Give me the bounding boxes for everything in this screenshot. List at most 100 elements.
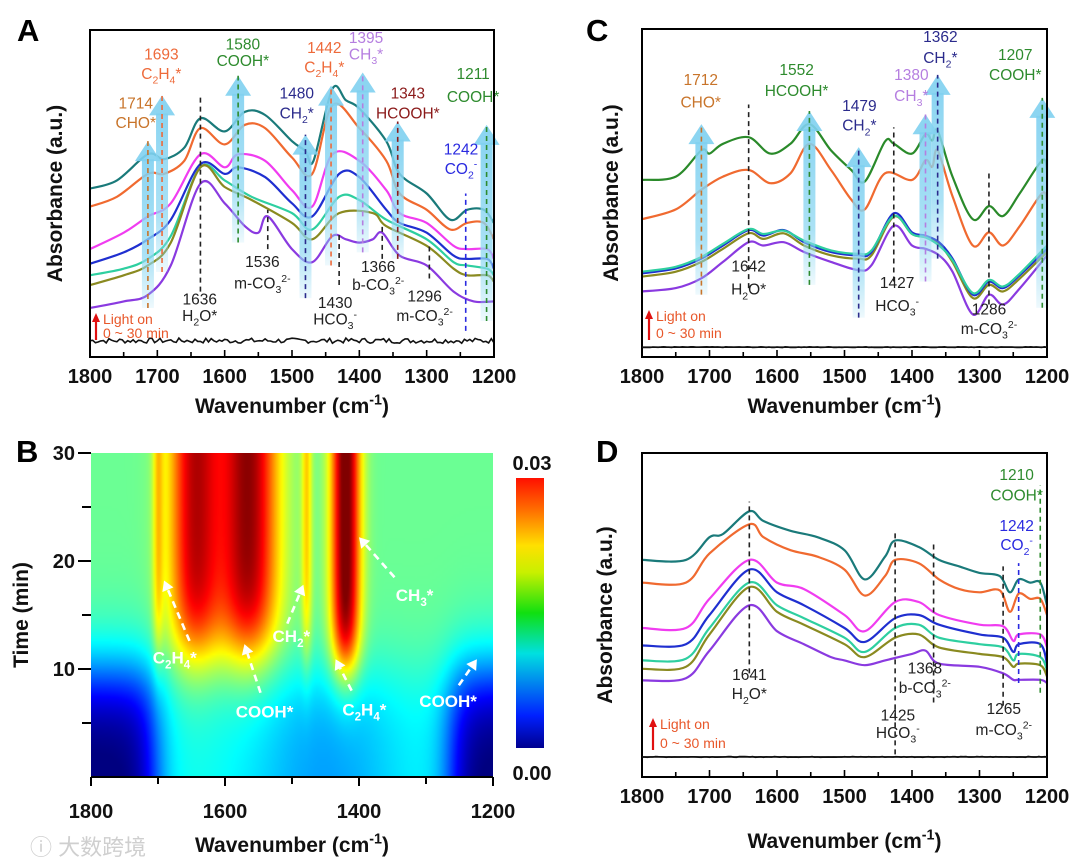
peak-species-label: CH3* bbox=[894, 88, 928, 109]
arrow-shaft bbox=[325, 103, 338, 266]
peak-wavenumber-label: 1480 bbox=[279, 86, 314, 103]
x-tick-label: 1800 bbox=[69, 801, 114, 823]
light-on-arrow-head-icon bbox=[649, 718, 657, 727]
heatmap-image bbox=[91, 453, 493, 777]
peak-species-label: CH2* bbox=[280, 105, 314, 126]
x-tick-label: 1400 bbox=[337, 801, 382, 823]
peak-wavenumber-label: 1712 bbox=[683, 72, 717, 89]
peak-wavenumber-label: 1265 bbox=[987, 701, 1021, 718]
x-tick-label: 1800 bbox=[68, 366, 113, 388]
growth-arrow-icon bbox=[349, 72, 376, 253]
peak-species-label: m-CO32- bbox=[961, 319, 1018, 342]
light-duration-label: 0 ~ 30 min bbox=[660, 735, 726, 751]
peak-wavenumber-label: 1343 bbox=[391, 86, 425, 103]
peak-species-label: m-CO32- bbox=[234, 273, 291, 296]
panel-letter: C bbox=[586, 13, 608, 48]
panel-c: 1712CHO*1552HCOOH*1479CH2*1380CH3*1362CH… bbox=[586, 13, 1069, 418]
peak-wavenumber-label: 1693 bbox=[144, 46, 178, 63]
peak-wavenumber-label: 1430 bbox=[318, 295, 353, 312]
peak-wavenumber-label: 1552 bbox=[779, 62, 813, 79]
peak-wavenumber-label: 1442 bbox=[307, 40, 341, 57]
peak-wavenumber-label: 1380 bbox=[894, 67, 929, 84]
peak-wavenumber-label: 1427 bbox=[880, 275, 914, 292]
peak-species-label: m-CO32- bbox=[976, 720, 1033, 743]
peak-wavenumber-label: 1395 bbox=[349, 30, 383, 47]
arrow-shaft bbox=[156, 113, 169, 272]
light-duration-label: 0 ~ 30 min bbox=[656, 325, 722, 341]
x-tick-label: 1300 bbox=[957, 786, 1002, 808]
spectrum-line-1 bbox=[641, 509, 1049, 606]
panel-a: 1714CHO*1693C2H4*1580COOH*1480CH2*1442C2… bbox=[17, 13, 516, 418]
annotation-arrow-icon bbox=[457, 666, 473, 686]
peak-species-label: HCO3- bbox=[875, 296, 919, 319]
peak-species-label: b-CO32- bbox=[899, 678, 952, 701]
arrow-head bbox=[349, 72, 376, 93]
peak-species-label: HCO3- bbox=[313, 309, 357, 332]
arrow-shaft bbox=[391, 139, 404, 259]
x-tick-label: 1600 bbox=[755, 366, 800, 388]
peak-wavenumber-label: 1580 bbox=[226, 37, 261, 54]
spectrum-line-5 bbox=[641, 214, 1048, 295]
peak-species-label: H2O* bbox=[732, 686, 767, 707]
arrow-head bbox=[318, 85, 345, 106]
x-axis-title: Wavenumber (cm-1) bbox=[748, 393, 942, 418]
peak-species-label: H2O* bbox=[731, 282, 766, 303]
arrow-shaft bbox=[480, 142, 493, 322]
arrow-head bbox=[688, 124, 715, 145]
peak-species-label: COOH* bbox=[217, 53, 270, 70]
peak-species-label: CHO* bbox=[116, 115, 156, 132]
peak-wavenumber-label: 1536 bbox=[245, 254, 279, 271]
peak-species-label: HCOOH* bbox=[376, 105, 440, 122]
spectrum-line-4 bbox=[641, 568, 1049, 664]
species-annotation-label: C2H4* bbox=[342, 700, 386, 723]
annotation-arrow-head-icon bbox=[359, 537, 371, 549]
peak-wavenumber-label: 1242 bbox=[444, 141, 478, 158]
panel-b: C2H4* COOH* CH2* CH3* C2H4* COOH* 10 20 30 0.03 0.… bbox=[10, 434, 551, 860]
x-tick-label: 1200 bbox=[1025, 786, 1070, 808]
peak-wavenumber-label: 1425 bbox=[881, 707, 915, 724]
peak-wavenumber-label: 1211 bbox=[456, 66, 489, 83]
spectrum-line-2 bbox=[641, 142, 1049, 248]
colorbar bbox=[516, 478, 544, 748]
peak-species-label: CO2- bbox=[1000, 535, 1033, 558]
x-tick-label: 1500 bbox=[822, 786, 867, 808]
annotation-arrow-icon bbox=[166, 589, 191, 642]
x-tick-label: 1400 bbox=[890, 786, 935, 808]
peak-wavenumber-label: 1242 bbox=[999, 518, 1033, 535]
panel-letter: B bbox=[16, 434, 38, 469]
peak-species-label: HCOOH* bbox=[765, 83, 829, 100]
light-on-arrow-head-icon bbox=[645, 310, 653, 319]
peak-species-label: C2H4* bbox=[304, 60, 344, 81]
arrow-shaft bbox=[356, 90, 369, 253]
annotation-arrow-icon bbox=[338, 667, 353, 692]
watermark-logo: ⓘ 大数跨境 bbox=[30, 835, 146, 860]
x-tick-label: 1200 bbox=[471, 801, 516, 823]
arrow-head bbox=[845, 147, 872, 168]
y-tick-label: 20 bbox=[53, 551, 75, 573]
x-axis-title: Wavenumber (cm-1) bbox=[195, 393, 389, 418]
annotation-arrow-icon bbox=[364, 543, 396, 579]
x-tick-label: 1200 bbox=[472, 366, 517, 388]
peak-species-label: HCO3- bbox=[876, 723, 920, 746]
peak-wavenumber-label: 1207 bbox=[998, 47, 1032, 64]
species-annotation-label: CH3* bbox=[396, 586, 434, 609]
species-annotation-label: C2H4* bbox=[153, 649, 197, 672]
peak-wavenumber-label: 1642 bbox=[731, 259, 765, 276]
x-axis-title: Wavenumber (cm-1) bbox=[748, 828, 942, 853]
peak-wavenumber-label: 1368 bbox=[908, 660, 942, 677]
peak-wavenumber-label: 1362 bbox=[923, 29, 957, 46]
x-axis-title: Wavenumber (cm-1) bbox=[195, 832, 389, 857]
colorbar-max-label: 0.03 bbox=[513, 453, 552, 475]
light-on-label: Light on bbox=[660, 716, 710, 732]
x-tick-label: 1300 bbox=[957, 366, 1002, 388]
annotation-arrow-head-icon bbox=[294, 584, 306, 597]
peak-species-label: m-CO32- bbox=[396, 306, 453, 329]
spectrum-line-3 bbox=[641, 215, 1048, 300]
x-tick-label: 1300 bbox=[404, 366, 449, 388]
annotation-arrow-head-icon bbox=[334, 659, 346, 671]
x-tick-label: 1400 bbox=[337, 366, 382, 388]
species-annotation-label: COOH* bbox=[419, 692, 477, 711]
reference-spectrum-line bbox=[89, 336, 495, 345]
